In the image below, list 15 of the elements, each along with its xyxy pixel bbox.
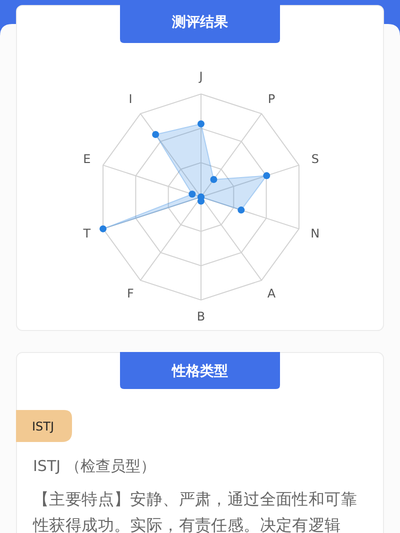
spoke-label: B xyxy=(196,309,206,324)
spoke-label: I xyxy=(128,92,132,106)
text: 【主要特点】安静、严肃，通过全面性和可靠性获得成功。实际，有责任感。决定有逻辑 xyxy=(32,489,357,533)
spoke-label: P xyxy=(268,92,276,106)
chart-title: 测评结果 xyxy=(171,14,229,30)
text: ISTJ xyxy=(32,419,54,434)
spoke-label: A xyxy=(267,286,276,300)
text: 性格类型 xyxy=(171,363,228,380)
text: ISTJ （检查员型） xyxy=(33,457,156,476)
spoke-label: J xyxy=(198,69,203,84)
spoke-label: F xyxy=(127,286,134,300)
spoke-label: S xyxy=(311,152,319,166)
spoke-label: T xyxy=(82,226,92,240)
spoke-label: N xyxy=(310,226,320,240)
spoke-label: E xyxy=(83,152,91,166)
